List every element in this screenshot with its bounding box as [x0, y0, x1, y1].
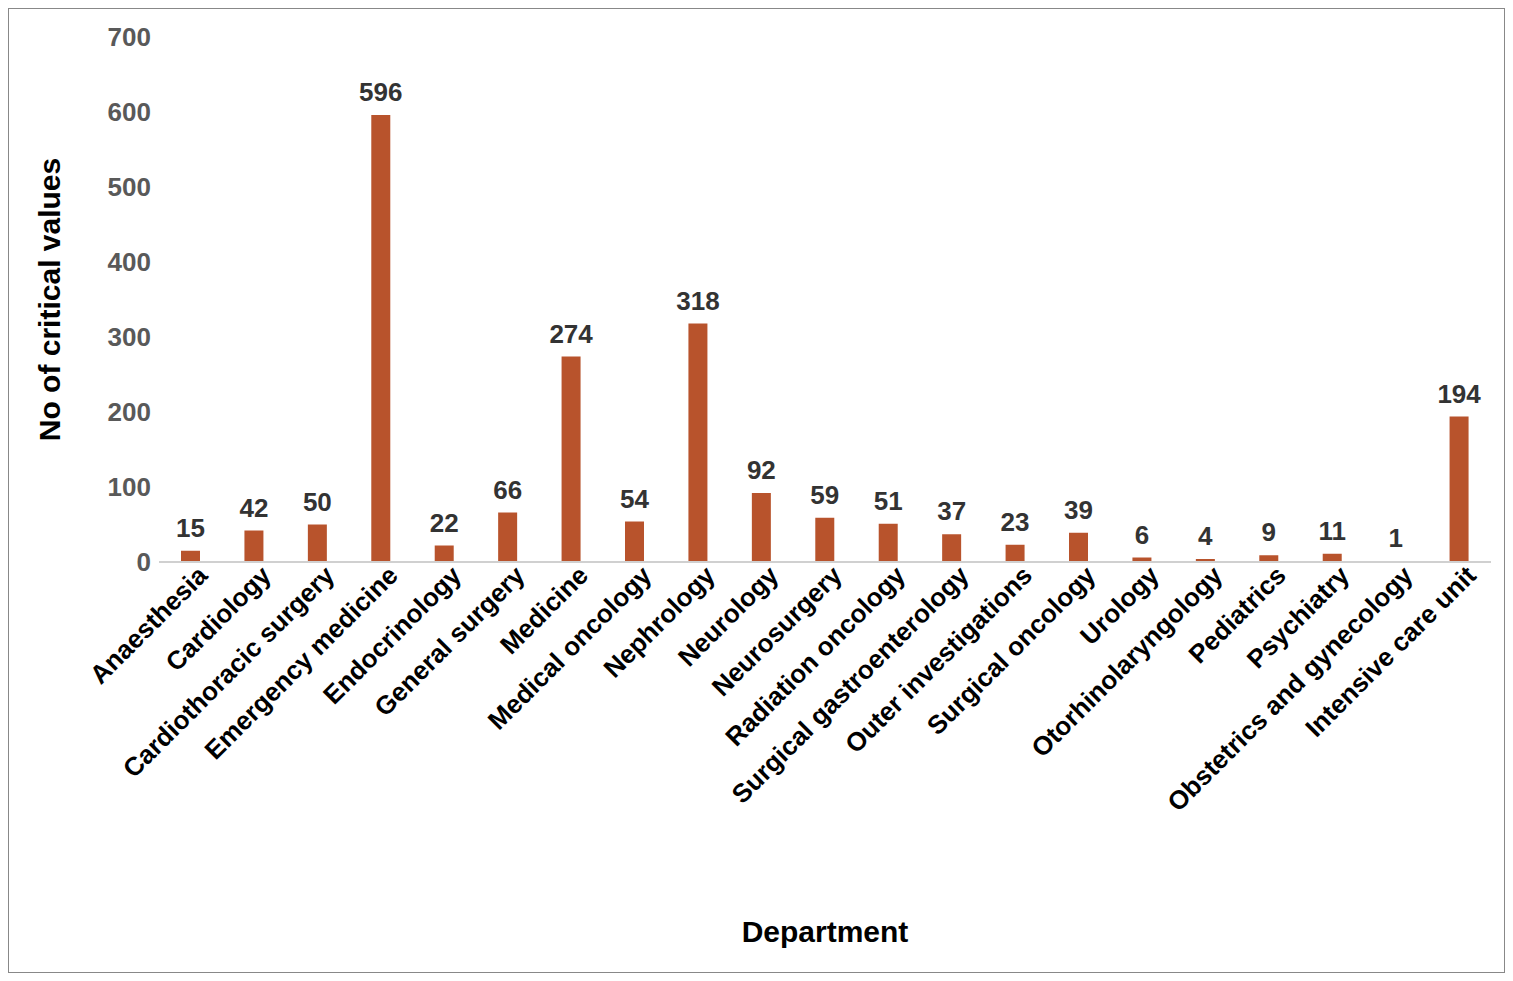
svg-text:Cardiology: Cardiology	[159, 560, 277, 678]
svg-text:Otorhinolaryngology: Otorhinolaryngology	[1025, 560, 1229, 764]
svg-text:23: 23	[1001, 507, 1030, 537]
svg-text:54: 54	[620, 484, 649, 514]
svg-text:15: 15	[176, 513, 205, 543]
svg-text:4: 4	[1198, 521, 1213, 551]
svg-text:59: 59	[810, 480, 839, 510]
svg-text:Intensive care unit: Intensive care unit	[1299, 560, 1482, 743]
svg-text:500: 500	[108, 172, 151, 202]
svg-text:Radiation oncology: Radiation oncology	[719, 560, 912, 752]
svg-text:22: 22	[430, 508, 459, 538]
svg-text:596: 596	[359, 77, 402, 107]
svg-text:Emergency medicine: Emergency medicine	[198, 560, 404, 766]
svg-text:51: 51	[874, 486, 903, 516]
svg-text:100: 100	[108, 472, 151, 502]
svg-text:0: 0	[137, 547, 151, 577]
svg-text:39: 39	[1064, 495, 1093, 525]
svg-text:Department: Department	[742, 915, 909, 948]
svg-text:194: 194	[1437, 379, 1481, 409]
svg-text:1: 1	[1388, 523, 1402, 553]
svg-text:700: 700	[108, 22, 151, 52]
svg-text:50: 50	[303, 487, 332, 517]
svg-text:92: 92	[747, 455, 776, 485]
svg-text:Surgical oncology: Surgical oncology	[920, 560, 1102, 741]
svg-text:318: 318	[676, 286, 719, 316]
svg-text:42: 42	[239, 493, 268, 523]
svg-text:Obstetrics and gynecology: Obstetrics and gynecology	[1161, 560, 1419, 818]
svg-text:600: 600	[108, 97, 151, 127]
svg-text:300: 300	[108, 322, 151, 352]
svg-text:Neurology: Neurology	[672, 560, 785, 673]
svg-text:No of critical values: No of critical values	[33, 158, 66, 441]
svg-text:400: 400	[108, 247, 151, 277]
svg-text:9: 9	[1262, 517, 1276, 547]
svg-text:General surgery: General surgery	[368, 560, 531, 723]
svg-text:11: 11	[1318, 516, 1346, 546]
svg-text:Endocrinology: Endocrinology	[317, 560, 468, 710]
svg-text:Outer investigations: Outer investigations	[838, 560, 1038, 760]
svg-text:37: 37	[937, 496, 966, 526]
svg-text:Pediatrics: Pediatrics	[1182, 560, 1292, 670]
svg-text:Urology: Urology	[1074, 560, 1165, 651]
svg-text:Cardiothoracic surgery: Cardiothoracic surgery	[116, 560, 341, 784]
svg-text:Medical oncology: Medical oncology	[481, 560, 658, 736]
svg-text:Neurosurgery: Neurosurgery	[705, 560, 848, 702]
svg-text:Medicine: Medicine	[494, 560, 594, 660]
svg-text:6: 6	[1135, 520, 1149, 550]
svg-text:Anaesthesia: Anaesthesia	[83, 560, 214, 690]
svg-text:Nephrology: Nephrology	[597, 560, 721, 684]
svg-text:274: 274	[549, 319, 593, 349]
svg-text:66: 66	[493, 475, 522, 505]
svg-text:Surgical gastroenterology: Surgical gastroenterology	[725, 560, 974, 809]
svg-text:Psychiatry: Psychiatry	[1240, 560, 1356, 675]
svg-text:200: 200	[108, 397, 151, 427]
